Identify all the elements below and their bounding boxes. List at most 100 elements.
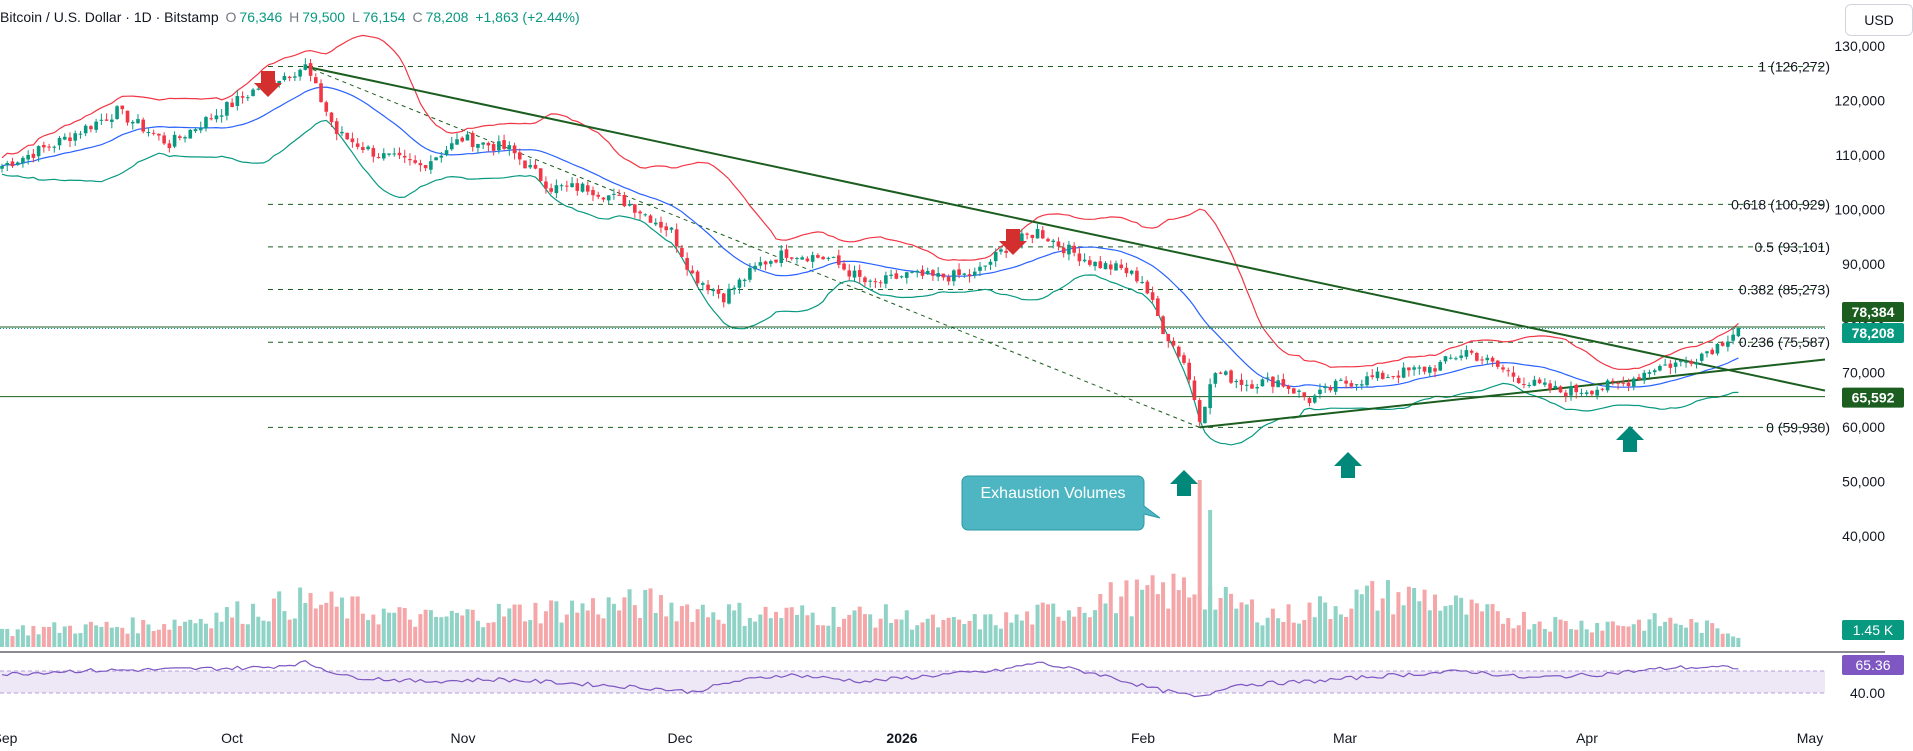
time-tick-label: Nov (451, 730, 476, 746)
volume-bar (135, 633, 140, 647)
callout-bubble (961, 475, 1161, 531)
volume-bar (988, 614, 993, 647)
volume-bar (1307, 602, 1312, 647)
candle-body (732, 287, 736, 290)
candle-body (1590, 390, 1594, 395)
volume-bar (1710, 623, 1715, 647)
volume-bar (1035, 604, 1040, 647)
candle-body (47, 146, 51, 148)
candle-body (282, 75, 287, 80)
candle-body (1135, 270, 1139, 282)
candle-body (962, 273, 967, 275)
volume-bar (1600, 630, 1605, 647)
volume-bar (261, 620, 266, 647)
volume-bar (460, 615, 465, 647)
volume-bar (915, 625, 920, 647)
candle-body (1082, 259, 1087, 262)
volume-bar (831, 606, 836, 647)
candle-body (1072, 245, 1076, 253)
candle-body (1344, 380, 1348, 384)
candle-body (993, 251, 998, 262)
volume-bar (951, 617, 956, 647)
volume-bar (1448, 605, 1453, 647)
candle-body (413, 160, 417, 163)
candle-body (1281, 379, 1286, 387)
volume-bar (758, 614, 763, 647)
buy-arrow-up (1334, 452, 1362, 478)
candle-body (1407, 367, 1411, 371)
candle-body (1323, 386, 1327, 389)
candle-body (371, 148, 376, 157)
candle-body (1527, 384, 1531, 386)
volume-bar (747, 617, 752, 647)
candle-body (643, 214, 648, 216)
fib-retracement[interactable]: 1 (126,272) 0.618 (100,929) 0.5 (93,101) 0.… (268, 58, 1830, 435)
volume-bar (1019, 620, 1024, 647)
volume-bar (1244, 604, 1249, 647)
candle-body (774, 259, 778, 263)
volume-bar (873, 627, 878, 647)
volume-bar (183, 621, 188, 647)
volume-bar (104, 621, 109, 647)
candle-body (800, 257, 804, 260)
candle-body (1464, 350, 1469, 357)
candle-body (486, 142, 491, 146)
candle-body (779, 250, 784, 263)
volume-bar (1176, 590, 1181, 647)
exhaustion-callout[interactable]: Exhaustion Volumes (961, 475, 1161, 531)
candle-body (1244, 384, 1249, 386)
volume-bar (512, 604, 517, 647)
candle-body (62, 136, 67, 140)
candle-body (758, 262, 763, 266)
volume-bar (972, 614, 977, 647)
volume-bar (1234, 608, 1239, 647)
candle-body (1239, 379, 1244, 385)
volume-bar (1699, 632, 1704, 647)
volume-bar (381, 608, 386, 647)
sell-arrow-down (999, 229, 1027, 255)
volume-bar (1731, 636, 1736, 647)
volume-bar (1516, 625, 1521, 647)
trendlines[interactable] (0, 65, 1826, 429)
low-value: 76,154 (362, 9, 406, 25)
candle-body (73, 133, 78, 141)
volume-bar (1506, 618, 1511, 647)
candle-body (910, 271, 914, 273)
candle-body (1459, 355, 1463, 358)
bollinger-upper (1, 34, 1739, 371)
candle-body (1417, 367, 1422, 369)
candle-body (1694, 362, 1699, 365)
volume-bar (857, 606, 862, 647)
volume-bar (67, 625, 72, 647)
volume-bar (1145, 585, 1150, 647)
candle-body (319, 83, 323, 102)
symbol-label[interactable]: Bitcoin / U.S. Dollar · 1D · Bitstamp (0, 9, 219, 25)
candle-body (1307, 398, 1312, 404)
candle-body (1203, 406, 1207, 424)
volume-bar (277, 591, 282, 647)
candle-body (1286, 385, 1291, 389)
candle-body (549, 188, 553, 192)
volume-bar (1291, 622, 1296, 647)
volume-bar (957, 619, 962, 647)
volume-bar (15, 629, 20, 647)
candle-body (957, 269, 961, 276)
volume-bar (549, 600, 554, 647)
candle-body (873, 281, 878, 283)
volume-bar (36, 634, 41, 647)
volume-bar (313, 608, 318, 647)
rsi-band (0, 671, 1825, 693)
volume-bar (78, 633, 83, 647)
currency-button[interactable]: USD (1845, 4, 1913, 36)
candle-body (256, 88, 261, 90)
candle-body (1663, 364, 1667, 366)
candle-body (606, 195, 611, 201)
candle-body (355, 143, 360, 147)
time-tick-label: Feb (1131, 730, 1155, 746)
volume-bar (580, 603, 585, 647)
time-tick-label: Dec (668, 730, 693, 746)
volume-bar (685, 604, 690, 647)
volume-bar (564, 614, 569, 647)
candle-body (1161, 316, 1165, 335)
